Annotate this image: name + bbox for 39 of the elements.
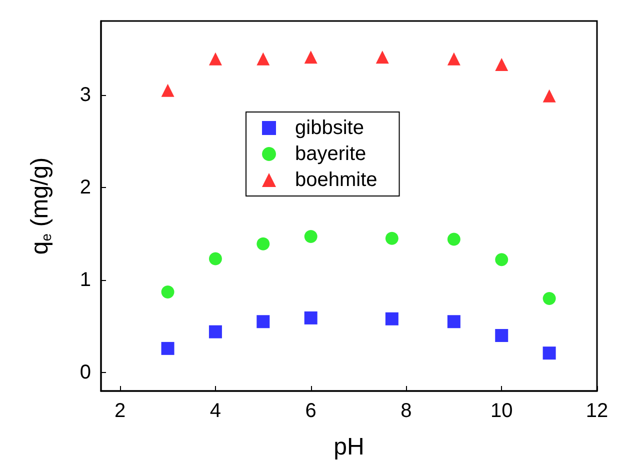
x-tick-label: 10 bbox=[490, 400, 513, 422]
point bbox=[495, 253, 508, 266]
point bbox=[447, 315, 460, 328]
y-tick-label: 3 bbox=[80, 84, 91, 106]
point bbox=[256, 237, 270, 250]
point bbox=[495, 58, 508, 71]
point bbox=[161, 342, 174, 355]
point bbox=[208, 52, 222, 66]
y-tick-label: 0 bbox=[80, 362, 91, 384]
legend-label: bayerite bbox=[295, 143, 366, 165]
x-tick-label: 2 bbox=[114, 400, 126, 422]
point bbox=[304, 50, 318, 64]
y-tick-label: 2 bbox=[80, 176, 91, 198]
point bbox=[447, 232, 460, 246]
point bbox=[161, 286, 174, 299]
legend-label: boehmite bbox=[295, 169, 378, 191]
point bbox=[542, 346, 556, 360]
point bbox=[376, 50, 389, 64]
point bbox=[304, 230, 318, 244]
point bbox=[495, 329, 508, 342]
point bbox=[208, 252, 222, 266]
point bbox=[161, 84, 174, 97]
point bbox=[385, 232, 398, 245]
point bbox=[256, 315, 270, 328]
point bbox=[542, 292, 556, 305]
y-tick-label: 1 bbox=[80, 269, 91, 291]
point bbox=[256, 52, 270, 66]
point bbox=[208, 325, 222, 338]
x-tick-label: 8 bbox=[400, 400, 412, 422]
x-tick-label: 12 bbox=[586, 400, 608, 422]
legend-label: gibbsite bbox=[295, 117, 364, 139]
point bbox=[542, 89, 556, 102]
x-tick-label: 6 bbox=[305, 400, 316, 422]
point bbox=[304, 311, 318, 324]
x-axis-title: pH bbox=[334, 434, 364, 460]
point bbox=[447, 52, 460, 66]
x-tick-label: 4 bbox=[210, 400, 222, 422]
y-axis-title: qe (mg/g) bbox=[26, 157, 54, 255]
point bbox=[385, 312, 398, 326]
